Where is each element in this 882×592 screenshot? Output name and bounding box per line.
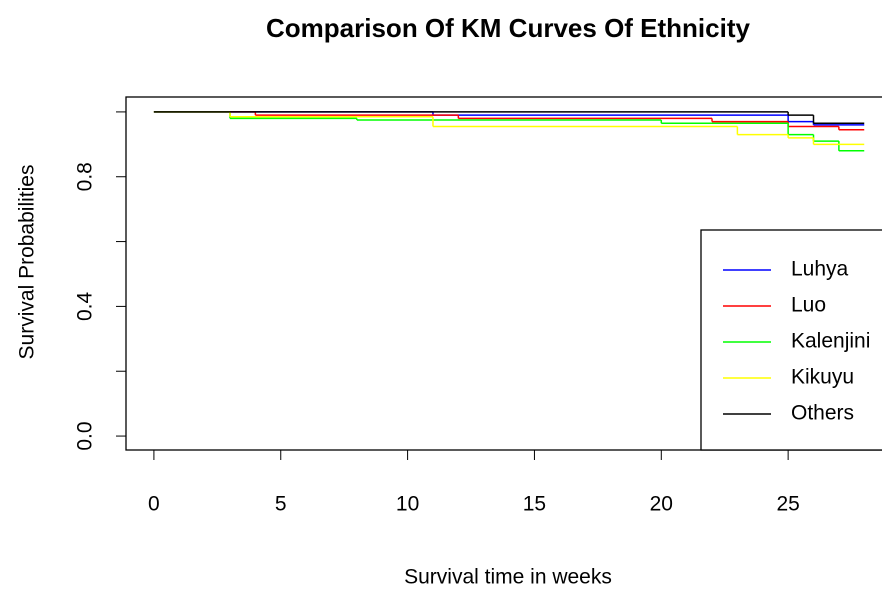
plot-frame [125,96,882,451]
legend-label: Others [791,402,854,425]
y-tick-label: 0.8 [74,162,97,191]
legend-label: Kalenjini [791,330,870,353]
x-tick-label: 15 [523,493,546,516]
y-axis-title: Survival Probabilities [16,165,39,360]
x-tick-label: 0 [148,493,160,516]
x-tick-label: 20 [650,493,673,516]
y-tick-label: 0.0 [74,421,97,450]
x-tick-label: 25 [776,493,799,516]
x-tick-label: 10 [396,493,419,516]
x-axis-title: Survival time in weeks [404,566,612,589]
y-tick-label: 0.4 [74,291,97,321]
legend-label: Kikuyu [791,366,854,389]
chart-title: Comparison Of KM Curves Of Ethnicity [266,13,750,43]
legend-label: Luhya [791,258,849,281]
x-tick-label: 5 [275,493,287,516]
legend-label: Luo [791,294,826,317]
